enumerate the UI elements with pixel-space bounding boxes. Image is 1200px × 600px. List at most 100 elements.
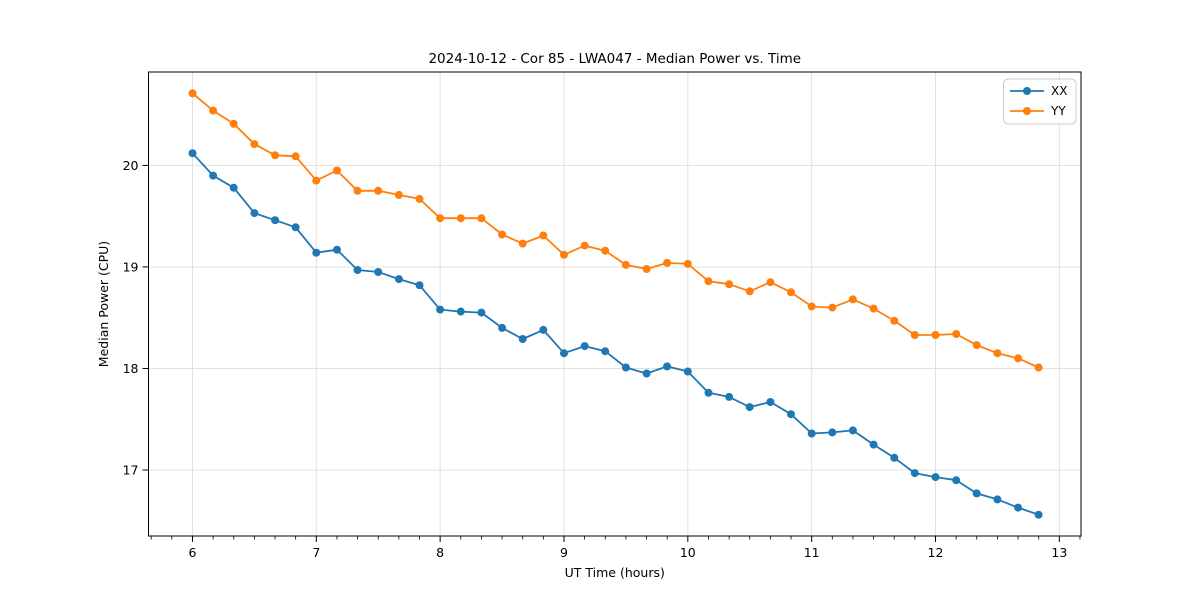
legend-marker-yy	[1023, 107, 1031, 115]
legend-entry-yy: YY	[1010, 104, 1066, 118]
data-point-yy	[539, 231, 548, 240]
x-tick-label: 9	[560, 545, 568, 560]
data-point-yy	[271, 151, 280, 160]
data-point-yy	[456, 214, 465, 223]
data-point-yy	[477, 214, 486, 223]
chart-title: 2024-10-12 - Cor 85 - LWA047 - Median Po…	[428, 51, 801, 67]
data-point-yy	[333, 166, 341, 175]
data-point-xx	[828, 428, 837, 437]
data-point-xx	[952, 476, 961, 485]
data-point-xx	[993, 495, 1002, 504]
data-point-yy	[725, 280, 734, 289]
data-point-yy	[415, 194, 424, 203]
data-point-xx	[477, 308, 486, 317]
data-point-xx	[725, 392, 734, 401]
data-point-xx	[745, 403, 754, 412]
data-point-xx	[456, 307, 465, 316]
data-point-xx	[890, 453, 899, 462]
legend-label-xx: XX	[1051, 84, 1067, 98]
data-point-xx	[807, 429, 816, 438]
y-tick-label: 19	[123, 259, 139, 274]
data-point-xx	[353, 266, 362, 274]
y-tick-label: 18	[123, 361, 139, 376]
data-point-xx	[250, 209, 259, 218]
data-point-yy	[663, 258, 672, 267]
data-point-xx	[291, 223, 300, 232]
data-point-xx	[374, 268, 383, 276]
data-point-xx	[539, 325, 548, 334]
data-point-yy	[1014, 354, 1023, 363]
data-point-xx	[271, 216, 280, 225]
data-point-xx	[931, 473, 940, 482]
data-point-xx	[333, 245, 341, 254]
data-point-yy	[869, 304, 878, 313]
x-axis-label: UT Time (hours)	[565, 565, 665, 580]
y-tick-label: 20	[123, 158, 139, 173]
series-xx	[188, 149, 1043, 519]
x-tick-label: 11	[804, 545, 820, 560]
data-point-yy	[683, 259, 692, 268]
y-axis-label: Median Power (CPU)	[96, 241, 111, 367]
data-point-yy	[601, 246, 610, 255]
x-tick-label: 7	[312, 545, 320, 560]
data-point-yy	[952, 330, 961, 338]
grid-layer	[148, 72, 1081, 536]
data-point-yy	[394, 190, 403, 199]
data-point-xx	[560, 349, 568, 358]
data-point-xx	[601, 347, 610, 356]
data-point-yy	[828, 303, 837, 312]
series-yy	[188, 89, 1043, 372]
data-point-xx	[787, 410, 795, 419]
data-point-xx	[910, 469, 919, 478]
data-point-xx	[394, 275, 403, 284]
x-tick-label: 6	[188, 545, 196, 560]
legend-label-yy: YY	[1050, 104, 1066, 118]
tick-layer: 6 7 8 9 10 11 12 13 17 18 19 20	[123, 158, 1081, 560]
data-point-yy	[312, 176, 321, 185]
data-point-yy	[621, 260, 630, 269]
data-point-yy	[807, 302, 816, 311]
data-point-yy	[188, 89, 197, 98]
data-point-xx	[188, 149, 197, 158]
data-point-yy	[787, 288, 795, 297]
data-point-yy	[209, 106, 218, 115]
data-point-yy	[972, 341, 981, 350]
legend: XX YY	[1003, 78, 1077, 125]
data-point-xx	[704, 388, 713, 397]
data-point-xx	[436, 305, 445, 314]
data-point-yy	[1034, 363, 1043, 372]
x-tick-label: 8	[436, 545, 444, 560]
data-point-xx	[415, 281, 424, 290]
data-point-xx	[972, 489, 981, 498]
data-point-yy	[229, 119, 238, 128]
data-point-yy	[353, 186, 362, 195]
data-point-xx	[1014, 503, 1023, 512]
data-point-yy	[848, 295, 857, 304]
data-point-yy	[745, 287, 754, 296]
data-point-yy	[498, 230, 507, 239]
data-point-xx	[683, 367, 692, 376]
data-point-xx	[312, 248, 321, 257]
data-point-yy	[560, 250, 568, 259]
data-point-yy	[642, 265, 651, 273]
data-point-yy	[518, 239, 527, 248]
data-point-yy	[580, 241, 589, 250]
data-point-yy	[374, 186, 383, 195]
data-point-yy	[704, 277, 713, 286]
x-tick-label: 13	[1051, 545, 1067, 560]
series-line-yy	[191, 92, 1039, 369]
data-point-yy	[250, 140, 259, 149]
x-tick-label: 12	[928, 545, 944, 560]
data-point-xx	[209, 171, 218, 180]
y-tick-label: 17	[123, 463, 139, 478]
data-point-yy	[931, 331, 940, 339]
data-point-yy	[766, 278, 775, 287]
data-point-xx	[663, 362, 672, 371]
data-point-xx	[621, 363, 630, 372]
data-point-xx	[518, 335, 527, 343]
legend-marker-xx	[1023, 87, 1031, 95]
data-point-yy	[890, 316, 899, 325]
data-point-xx	[1034, 510, 1043, 519]
